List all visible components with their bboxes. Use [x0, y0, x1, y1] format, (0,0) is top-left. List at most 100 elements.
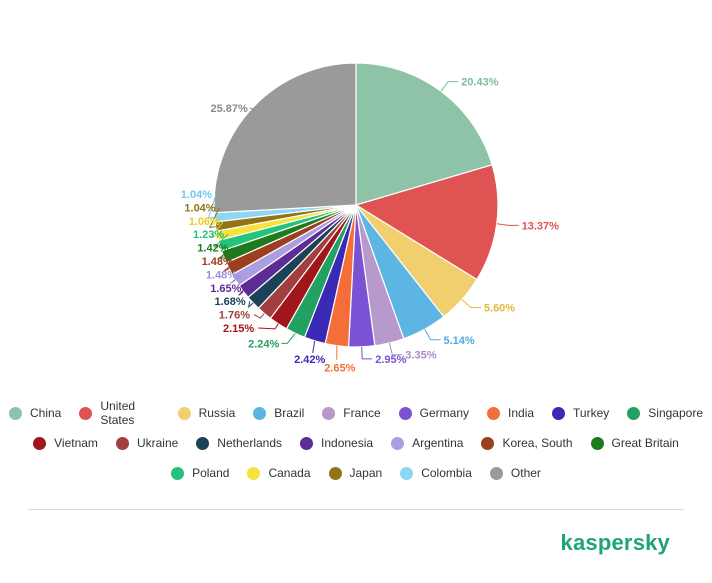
legend-label: Netherlands	[217, 436, 283, 450]
slice-china	[355, 62, 493, 206]
value-label-brazil: 5.14%	[444, 335, 475, 347]
legend-swatch	[247, 466, 261, 480]
leader-brazil	[424, 329, 441, 341]
legend-row: Poland Canada Japan Colombia Other	[0, 458, 712, 488]
leader-other	[249, 107, 256, 111]
legend-item-united-states: United States	[79, 399, 159, 427]
legend-label: United States	[100, 399, 136, 427]
leader-poland	[213, 233, 229, 248]
leader-canada	[210, 220, 225, 238]
legend-swatch	[196, 436, 210, 450]
legend-item-japan: Japan	[328, 466, 383, 480]
legend: China United States Russia Brazil France Germ…	[0, 398, 712, 488]
legend-row: Vietnam Ukraine Netherlands Indonesia Argent…	[0, 428, 712, 458]
legend-item-korea-south: Korea, South	[481, 436, 573, 450]
legend-item-argentina: Argentina	[391, 436, 463, 450]
legend-swatch	[627, 406, 641, 420]
legend-swatch	[481, 436, 495, 450]
legend-swatch	[322, 406, 336, 420]
legend-item-india: India	[487, 406, 534, 420]
leader-japan	[208, 207, 221, 229]
value-label-great-britain: 1.42%	[197, 243, 228, 255]
value-label-united-states: 13.37%	[522, 220, 560, 232]
legend-swatch	[177, 406, 191, 420]
legend-item-other: Other	[489, 466, 541, 480]
legend-label: Great Britain	[611, 436, 679, 450]
brand-logo: kaspersky	[560, 530, 670, 555]
leader-great-britain	[217, 247, 233, 260]
value-label-canada: 1.06%	[189, 216, 220, 228]
value-label-ukraine: 1.76%	[219, 310, 250, 322]
legend-label: Indonesia	[321, 436, 374, 450]
leader-lines	[207, 81, 519, 360]
legend-swatch	[171, 466, 185, 480]
legend-label: Korea, South	[502, 436, 573, 450]
leader-vietnam	[258, 323, 279, 330]
legend-label: Argentina	[412, 436, 464, 450]
legend-label: Japan	[349, 466, 383, 480]
legend-swatch	[552, 406, 566, 420]
legend-label: China	[30, 406, 62, 420]
legend-swatch	[487, 406, 501, 420]
legend-label: Germany	[419, 406, 470, 420]
legend-item-indonesia: Indonesia	[300, 436, 373, 450]
value-label-netherlands: 1.68%	[214, 296, 245, 308]
leader-china	[440, 81, 459, 92]
value-label-india: 2.65%	[324, 363, 355, 375]
legend-item-vietnam: Vietnam	[33, 436, 98, 450]
leader-korea-south	[223, 260, 238, 272]
legend-label: Other	[510, 466, 541, 480]
legend-item-turkey: Turkey	[552, 406, 609, 420]
leader-ukraine	[253, 313, 265, 319]
value-label-vietnam: 2.15%	[223, 323, 254, 335]
legend-item-colombia: Colombia	[400, 466, 472, 480]
legend-label: Poland	[192, 466, 230, 480]
value-label-japan: 1.04%	[184, 202, 215, 214]
legend-swatch	[9, 406, 22, 420]
leader-germany	[361, 346, 373, 360]
legend-swatch	[300, 436, 314, 450]
pie-chart: 20.43% 13.37% 5.60% 5.14% 3.35%2.95% 2.65%2.4…	[181, 62, 559, 375]
divider	[28, 509, 684, 510]
legend-item-ukraine: Ukraine	[115, 436, 179, 450]
pie-slices	[213, 62, 499, 348]
legend-item-canada: Canada	[247, 466, 311, 480]
value-label-argentina: 1.48%	[206, 269, 237, 281]
slice-other	[213, 62, 357, 214]
legend-label: Ukraine	[136, 436, 179, 450]
legend-swatch	[328, 466, 342, 480]
leader-france	[389, 342, 403, 356]
legend-item-great-britain: Great Britain	[590, 436, 679, 450]
value-label-indonesia: 1.65%	[210, 283, 241, 295]
legend-item-germany: Germany	[398, 406, 470, 420]
legend-swatch	[398, 406, 412, 420]
value-label-singapore: 2.24%	[248, 338, 279, 350]
legend-item-china: China	[9, 406, 61, 420]
leader-colombia	[207, 193, 217, 219]
legend-item-singapore: Singapore	[627, 406, 703, 420]
legend-label: France	[343, 406, 381, 420]
value-label-russia: 5.60%	[484, 303, 515, 315]
leader-netherlands	[248, 301, 254, 309]
legend-label: Vietnam	[54, 436, 98, 450]
legend-swatch	[253, 406, 267, 420]
legend-swatch	[590, 436, 604, 450]
leader-united-states	[496, 223, 519, 226]
value-label-poland: 1.23%	[193, 229, 224, 241]
legend-label: Singapore	[648, 406, 703, 420]
value-label-other: 25.87%	[210, 103, 248, 115]
leader-argentina	[230, 274, 242, 284]
legend-label: Russia	[198, 406, 236, 420]
slice-value-labels: 20.43% 13.37% 5.60% 5.14% 3.35%2.95% 2.65%2.4…	[181, 77, 559, 375]
legend-label: Brazil	[274, 406, 305, 420]
legend-item-poland: Poland	[171, 466, 229, 480]
value-label-turkey: 2.42%	[294, 354, 325, 366]
legend-item-russia: Russia	[177, 406, 236, 420]
legend-swatch	[391, 436, 405, 450]
legend-swatch	[115, 436, 129, 450]
leader-russia	[461, 299, 481, 308]
legend-label: India	[508, 406, 535, 420]
legend-swatch	[33, 436, 47, 450]
value-label-france: 3.35%	[405, 350, 436, 362]
value-label-germany: 2.95%	[375, 354, 406, 366]
